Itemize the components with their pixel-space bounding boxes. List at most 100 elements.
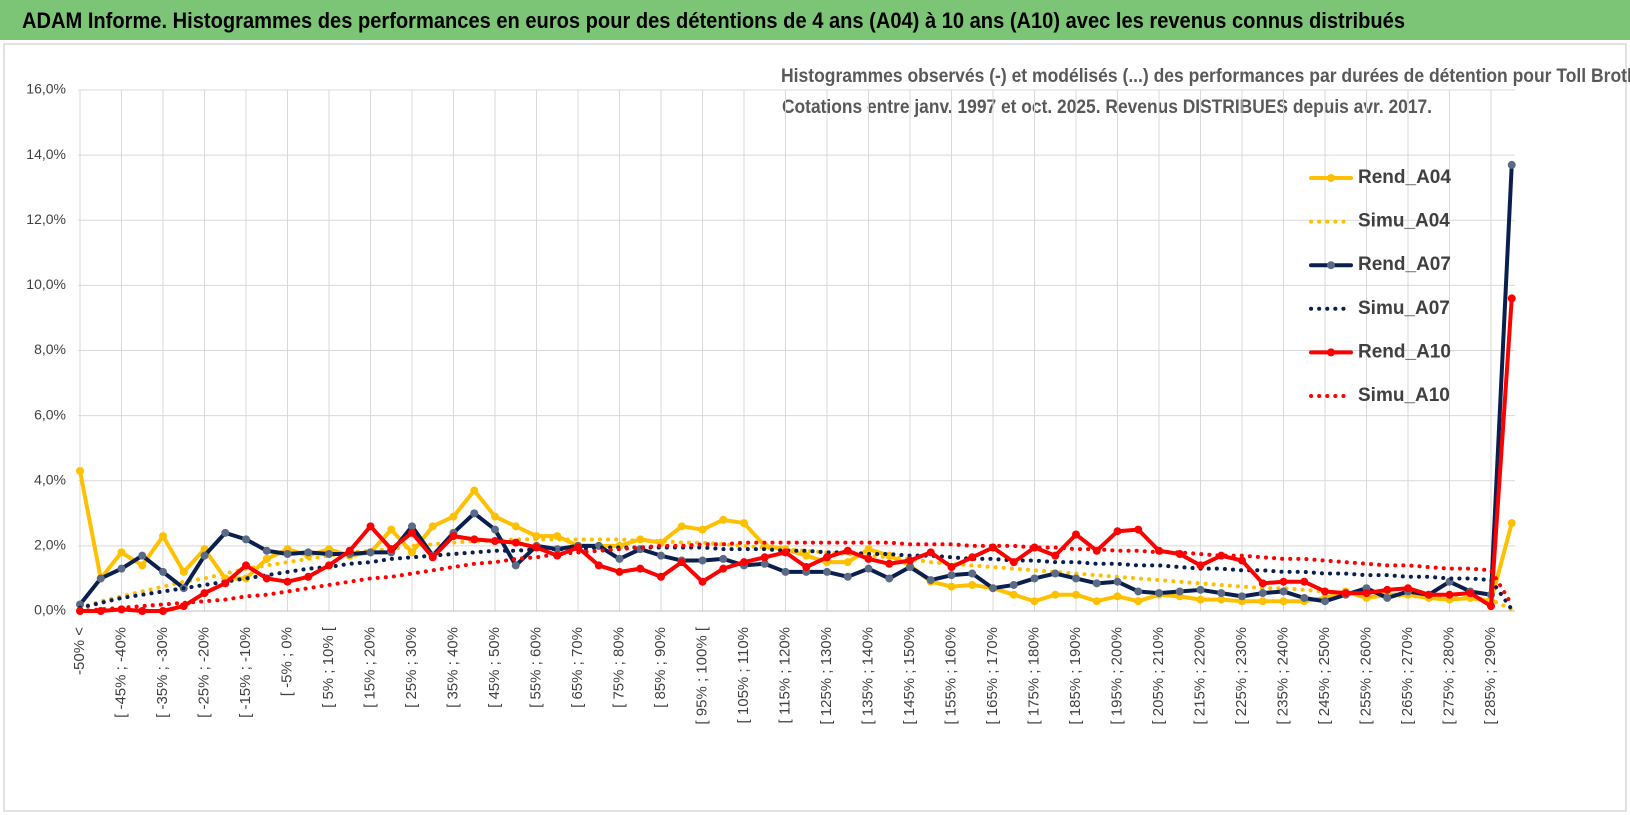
point [1009, 590, 1018, 599]
point [242, 535, 250, 544]
point [1258, 597, 1267, 606]
point [947, 582, 956, 591]
point [1196, 561, 1205, 570]
y-tick-label: 2,0% [34, 537, 66, 553]
point [1072, 574, 1080, 583]
plot [76, 160, 1516, 615]
x-tick-label: [ 115% ; 120% [776, 627, 793, 723]
point [138, 551, 147, 560]
legend-marker [1327, 348, 1335, 357]
point [138, 561, 147, 570]
point [304, 548, 313, 557]
point [262, 546, 271, 555]
point [1113, 592, 1122, 601]
point [719, 564, 728, 573]
point [1321, 597, 1329, 606]
point [1217, 595, 1226, 604]
point [511, 538, 520, 547]
point [719, 554, 728, 563]
x-tick-label: [ 145% ; 150% [901, 627, 918, 725]
point [802, 551, 811, 560]
point [366, 522, 375, 531]
point [1238, 592, 1246, 601]
x-tick-label: [ 45% ; 50% [486, 627, 503, 708]
point [345, 546, 354, 555]
point [242, 561, 250, 570]
x-tick-label: [ 155% ; 160% [942, 627, 959, 725]
series-line [78, 540, 1514, 613]
legend-label: Simu_A07 [1358, 298, 1450, 319]
x-tick-label: [ 185% ; 190% [1067, 627, 1084, 725]
series-line [78, 162, 1514, 607]
point [698, 525, 707, 534]
legend-label: Simu_A10 [1358, 385, 1450, 406]
x-tick-label: [ 175% ; 180% [1025, 627, 1042, 725]
point [677, 522, 686, 531]
x-tick-label: [ 235% ; 240% [1274, 627, 1291, 725]
point [1383, 585, 1392, 594]
point [906, 556, 914, 565]
point [1258, 579, 1267, 588]
point [1113, 527, 1122, 536]
point [76, 600, 84, 609]
point [1300, 577, 1309, 586]
header-title: ADAM Informe. Histogrammes des performan… [22, 8, 1405, 33]
y-tick-label: 10,0% [26, 276, 66, 292]
point [511, 561, 520, 570]
x-tick-label: [ 105% ; 110% [735, 627, 752, 723]
x-tick-label: -50% < [71, 627, 88, 675]
point [1300, 593, 1309, 602]
x-tick-label: [ 265% ; 270% [1399, 627, 1416, 725]
point [1196, 595, 1205, 604]
point [698, 556, 707, 565]
point [1217, 589, 1226, 598]
point [117, 564, 126, 573]
point [387, 545, 396, 554]
point [968, 553, 977, 562]
point [843, 558, 852, 567]
point [200, 589, 209, 598]
x-tick-label: [ 225% ; 230% [1233, 627, 1250, 725]
point [325, 561, 333, 570]
legend-label: Rend_A07 [1358, 254, 1451, 275]
point [615, 567, 624, 576]
point [1051, 551, 1060, 560]
x-tick-label: [ 215% ; 220% [1191, 627, 1208, 725]
point [1424, 590, 1433, 599]
point [1217, 551, 1226, 560]
point [1445, 590, 1454, 599]
x-tick-label: [ 255% ; 260% [1357, 627, 1374, 725]
point [449, 512, 458, 521]
point [1404, 584, 1412, 593]
point [159, 607, 167, 615]
point [1072, 590, 1080, 599]
point [428, 553, 437, 562]
point [947, 571, 956, 580]
point [1362, 589, 1371, 598]
point [221, 528, 230, 537]
point [1487, 602, 1495, 611]
y-tick-label: 6,0% [34, 406, 66, 422]
point [947, 563, 956, 572]
point [823, 567, 831, 576]
legend-marker [1327, 174, 1335, 182]
point [781, 548, 790, 557]
point [636, 564, 645, 573]
point [926, 548, 935, 557]
point [1321, 587, 1329, 596]
chart-title: Histogrammes observés (-) et modélisés (… [781, 66, 1630, 87]
point [491, 525, 499, 534]
point [574, 543, 582, 552]
x-tick-label: [ 5% ; 10% [ [320, 626, 337, 708]
point [1279, 577, 1288, 586]
point [1134, 525, 1143, 534]
point [1196, 585, 1205, 594]
x-tick-label: [ 65% ; 70% [569, 627, 586, 708]
point [491, 512, 499, 521]
point [96, 574, 105, 583]
point [657, 572, 665, 581]
y-tick-label: 14,0% [26, 146, 66, 162]
series-line [78, 296, 1514, 613]
point [511, 522, 520, 531]
